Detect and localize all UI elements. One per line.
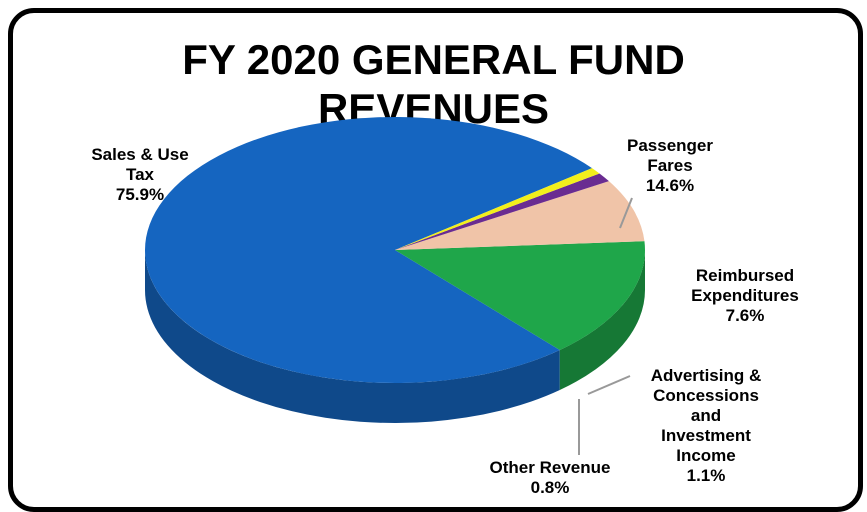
- leader-line-advertising: [587, 375, 631, 395]
- pie-side-passenger-fares: [559, 250, 645, 391]
- pie-slice-advertising-investment: [395, 173, 609, 250]
- chart-title-line-1: FY 2020 GENERAL FUND: [182, 36, 685, 83]
- pie-slice-passenger-fares: [395, 241, 645, 351]
- slice-label-other-revenue: Other Revenue 0.8%: [489, 458, 611, 497]
- leader-line-passenger-fares: [619, 197, 633, 229]
- slice-label-sales-use-tax: Sales & Use Tax 75.9%: [91, 145, 189, 204]
- slice-label-passenger-fares: Passenger Fares 14.6%: [627, 136, 713, 195]
- pie-slice-sales-use-tax: [145, 116, 593, 383]
- pie-side-sales-use-tax: [145, 250, 560, 424]
- slice-label-reimbursed-expenditures: Reimbursed Expenditures 7.6%: [691, 266, 799, 325]
- pie-slice-other-revenue: [395, 168, 600, 250]
- pie-slice-reimbursed-expenditures: [395, 181, 645, 250]
- slice-label-advertising-investment: Advertising & Concessions and Investment…: [650, 366, 762, 485]
